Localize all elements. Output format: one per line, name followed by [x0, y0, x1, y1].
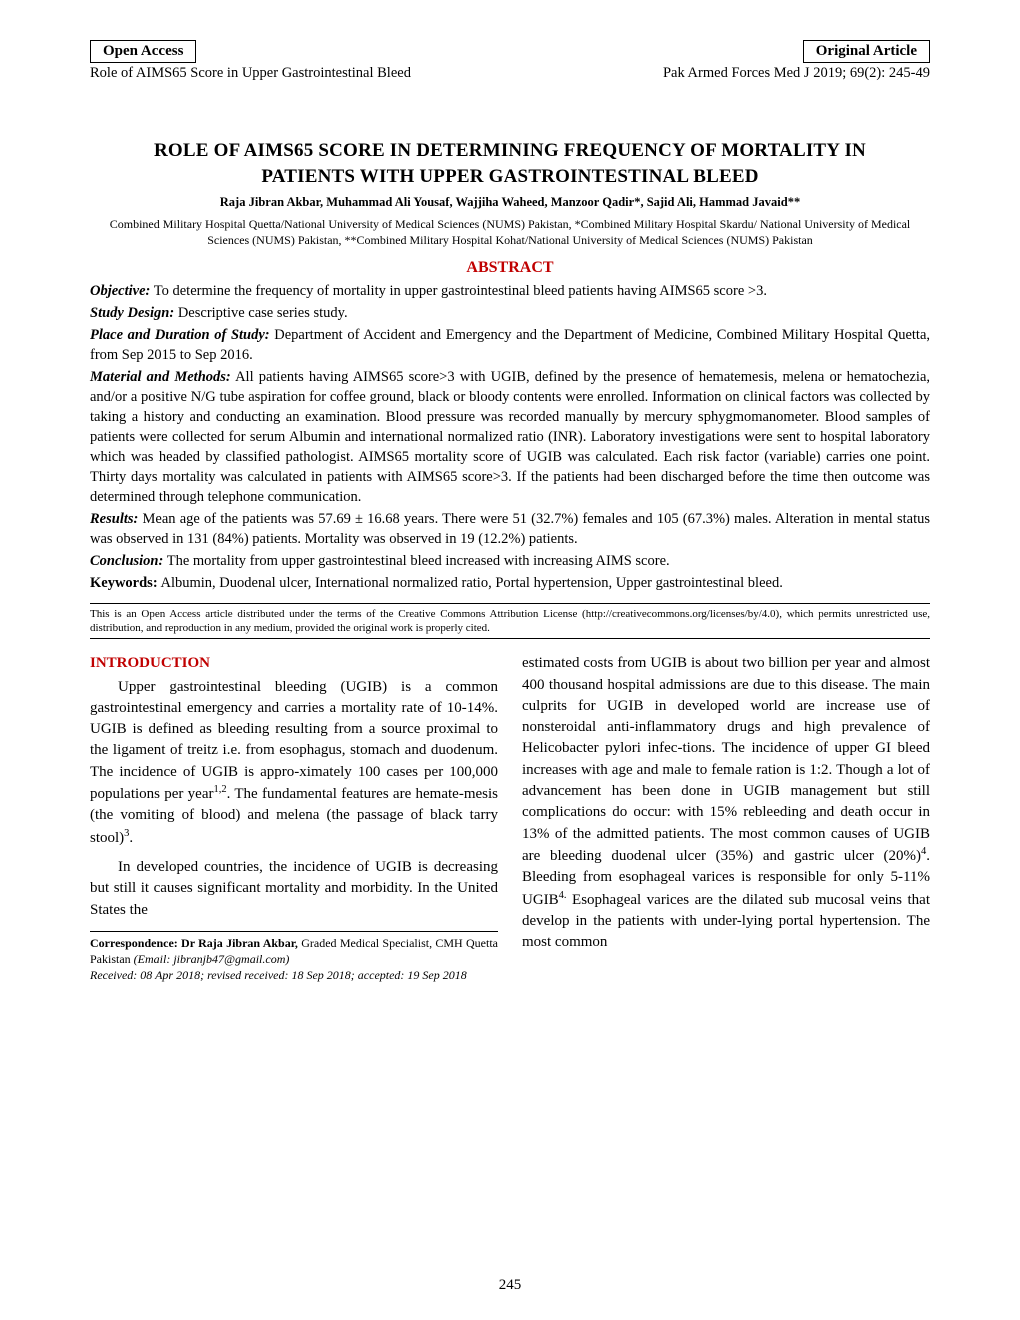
authors-list: Raja Jibran Akbar, Muhammad Ali Yousaf, … — [90, 195, 930, 210]
license-notice: This is an Open Access article distribut… — [90, 603, 930, 640]
citation-4b: 4. — [559, 890, 567, 901]
results-label: Results: — [90, 511, 138, 527]
abstract-place: Place and Duration of Study: Department … — [90, 325, 930, 365]
open-access-badge: Open Access — [90, 40, 196, 63]
correspondence-block: Correspondence: Dr Raja Jibran Akbar, Gr… — [90, 931, 498, 984]
keywords-text: Albumin, Duodenal ulcer, International n… — [158, 575, 783, 591]
results-text: Mean age of the patients was 57.69 ± 16.… — [90, 511, 930, 547]
page-number: 245 — [0, 1277, 1020, 1294]
design-text: Descriptive case series study. — [174, 305, 347, 321]
intro-p1-a: Upper gastrointestinal bleeding (UGIB) i… — [90, 679, 498, 802]
running-title: Role of AIMS65 Score in Upper Gastrointe… — [90, 65, 411, 82]
intro-paragraph-2: In developed countries, the incidence of… — [90, 857, 498, 921]
abstract-methods: Material and Methods: All patients havin… — [90, 367, 930, 507]
place-label: Place and Duration of Study: — [90, 327, 270, 343]
conclusion-label: Conclusion: — [90, 553, 163, 569]
correspondence-label: Correspondence: Dr Raja Jibran Akbar, — [90, 936, 298, 950]
abstract-design: Study Design: Descriptive case series st… — [90, 303, 930, 323]
column-right: estimated costs from UGIB is about two b… — [522, 653, 930, 983]
conclusion-text: The mortality from upper gastrointestina… — [163, 553, 669, 569]
header-left: Open Access Role of AIMS65 Score in Uppe… — [90, 40, 411, 82]
header-right: Original Article Pak Armed Forces Med J … — [663, 40, 930, 82]
design-label: Study Design: — [90, 305, 174, 321]
title-line-2: PATIENTS WITH UPPER GASTROINTESTINAL BLE… — [261, 166, 758, 187]
abstract-objective: Objective: To determine the frequency of… — [90, 281, 930, 301]
body-columns: INTRODUCTION Upper gastrointestinal blee… — [90, 653, 930, 983]
column-left: INTRODUCTION Upper gastrointestinal blee… — [90, 653, 498, 983]
abstract-keywords: Keywords: Albumin, Duodenal ulcer, Inter… — [90, 573, 930, 593]
intro-paragraph-3: estimated costs from UGIB is about two b… — [522, 653, 930, 953]
citation-1-2: 1,2 — [214, 784, 227, 795]
page-header: Open Access Role of AIMS65 Score in Uppe… — [90, 40, 930, 82]
correspondence-email: (Email: jibranjb47@gmail.com) — [134, 952, 290, 966]
correspondence-dates: Received: 08 Apr 2018; revised received:… — [90, 968, 467, 982]
objective-label: Objective: — [90, 283, 150, 299]
abstract-results: Results: Mean age of the patients was 57… — [90, 509, 930, 549]
abstract-conclusion: Conclusion: The mortality from upper gas… — [90, 551, 930, 571]
introduction-heading: INTRODUCTION — [90, 653, 498, 674]
title-line-1: ROLE OF AIMS65 SCORE IN DETERMINING FREQ… — [154, 140, 866, 161]
article-title: ROLE OF AIMS65 SCORE IN DETERMINING FREQ… — [90, 138, 930, 189]
article-type-badge: Original Article — [803, 40, 930, 63]
intro-p3-c: Esophageal varices are the dilated sub m… — [522, 892, 930, 951]
affiliations: Combined Military Hospital Quetta/Nation… — [90, 216, 930, 248]
methods-label: Material and Methods: — [90, 369, 231, 385]
intro-p1-c: . — [129, 830, 133, 846]
objective-text: To determine the frequency of mortality … — [150, 283, 767, 299]
journal-reference: Pak Armed Forces Med J 2019; 69(2): 245-… — [663, 65, 930, 82]
intro-p3-a: estimated costs from UGIB is about two b… — [522, 655, 930, 864]
methods-text: All patients having AIMS65 score>3 with … — [90, 369, 930, 505]
abstract-heading: ABSTRACT — [90, 259, 930, 277]
intro-paragraph-1: Upper gastrointestinal bleeding (UGIB) i… — [90, 677, 498, 849]
keywords-label: Keywords: — [90, 575, 158, 591]
abstract-body: Objective: To determine the frequency of… — [90, 281, 930, 593]
